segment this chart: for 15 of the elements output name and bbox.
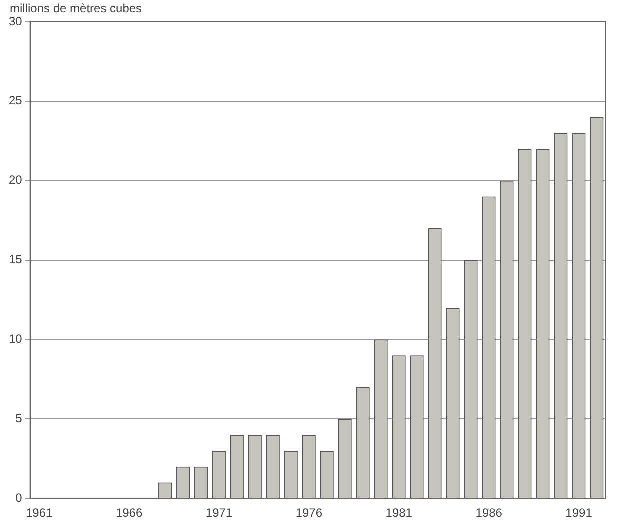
y-tick-label: 20	[8, 173, 23, 188]
x-tick-label: 1966	[116, 506, 143, 520]
x-tick-label: 1981	[386, 506, 413, 520]
x-tick-label: 1961	[26, 506, 54, 520]
y-tick-label: 0	[16, 490, 23, 505]
x-tick-label: 1991	[566, 506, 593, 520]
y-tick-label: 10	[8, 332, 23, 346]
y-axis-title: millions de mètres cubes	[10, 1, 142, 16]
x-tick-label: 1976	[296, 506, 323, 520]
x-tick-label: 1986	[476, 506, 503, 520]
y-tick-label: 15	[8, 252, 23, 267]
y-tick-label: 5	[16, 411, 23, 426]
y-tick-label: 25	[8, 94, 23, 108]
x-tick-label: 1971	[206, 506, 233, 520]
y-tick-label: 30	[8, 14, 23, 28]
